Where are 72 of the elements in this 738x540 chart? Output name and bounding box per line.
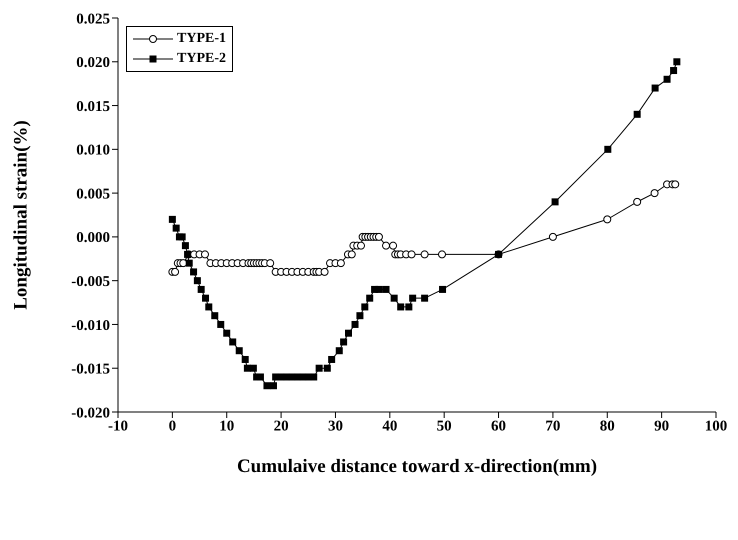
- point: [409, 294, 416, 302]
- point: [552, 198, 559, 206]
- y-tick-label: 0.000: [76, 230, 110, 246]
- legend-label: TYPE-2: [177, 51, 226, 67]
- x-tick-label: 100: [704, 418, 728, 435]
- point: [217, 320, 224, 328]
- y-axis-title: Longitudinal strain(%): [10, 120, 32, 310]
- point: [673, 58, 680, 66]
- point: [310, 373, 318, 380]
- x-tick-label: 0: [168, 418, 176, 435]
- point: [421, 294, 428, 302]
- point: [352, 320, 359, 328]
- point: [324, 364, 331, 372]
- y-tick-label: 0.015: [76, 98, 110, 115]
- point: [205, 303, 212, 310]
- y-tick-label: 0.005: [76, 186, 110, 202]
- y-tick-label: 0.025: [76, 11, 110, 28]
- x-tick-label: 70: [545, 418, 560, 435]
- x-tick-label: 30: [328, 418, 343, 435]
- point: [604, 146, 612, 153]
- point: [316, 364, 323, 372]
- point: [190, 268, 198, 276]
- y-tick-label: -0.005: [71, 274, 110, 290]
- point: [168, 216, 176, 223]
- legend-label: TYPE-1: [177, 31, 226, 47]
- y-tick-label: -0.010: [71, 318, 110, 334]
- point: [652, 84, 659, 92]
- point: [328, 356, 336, 363]
- point: [390, 294, 398, 302]
- point: [194, 277, 201, 284]
- y-tick-label: 0.020: [76, 55, 110, 72]
- point: [664, 76, 671, 83]
- x-tick-label: 90: [654, 418, 670, 435]
- point: [382, 286, 390, 293]
- point: [242, 356, 249, 363]
- point: [405, 303, 412, 310]
- point: [356, 312, 364, 320]
- point: [178, 233, 186, 240]
- x-tick-label: 40: [382, 418, 398, 435]
- point: [182, 242, 189, 250]
- point: [336, 347, 343, 354]
- point: [361, 303, 368, 310]
- point: [256, 373, 264, 380]
- x-tick-label: 20: [274, 418, 289, 435]
- point: [270, 382, 277, 390]
- x-tick-label: 80: [600, 418, 615, 435]
- x-tick-label: 50: [436, 418, 452, 435]
- point: [250, 364, 257, 372]
- point: [263, 382, 270, 390]
- y-tick-label: 0.010: [76, 142, 110, 159]
- point: [202, 294, 210, 302]
- point: [397, 303, 404, 310]
- point: [670, 67, 678, 74]
- x-tick-label: 10: [219, 418, 234, 435]
- point: [172, 224, 180, 232]
- point: [211, 312, 218, 320]
- point: [223, 330, 230, 337]
- point: [375, 286, 382, 293]
- point: [439, 286, 446, 293]
- point: [236, 347, 243, 354]
- point: [345, 330, 352, 337]
- x-tick-label: 60: [491, 418, 506, 435]
- point: [340, 338, 348, 346]
- y-tick-label: -0.015: [71, 362, 110, 378]
- point: [198, 286, 205, 293]
- point: [366, 294, 374, 302]
- point: [634, 110, 641, 118]
- point: [186, 260, 193, 267]
- point: [229, 338, 236, 346]
- x-axis-title: Cumulaive distance toward x-direction(mm): [236, 456, 598, 477]
- x-tick-label: -10: [108, 418, 128, 435]
- y-tick-label: -0.020: [71, 405, 110, 422]
